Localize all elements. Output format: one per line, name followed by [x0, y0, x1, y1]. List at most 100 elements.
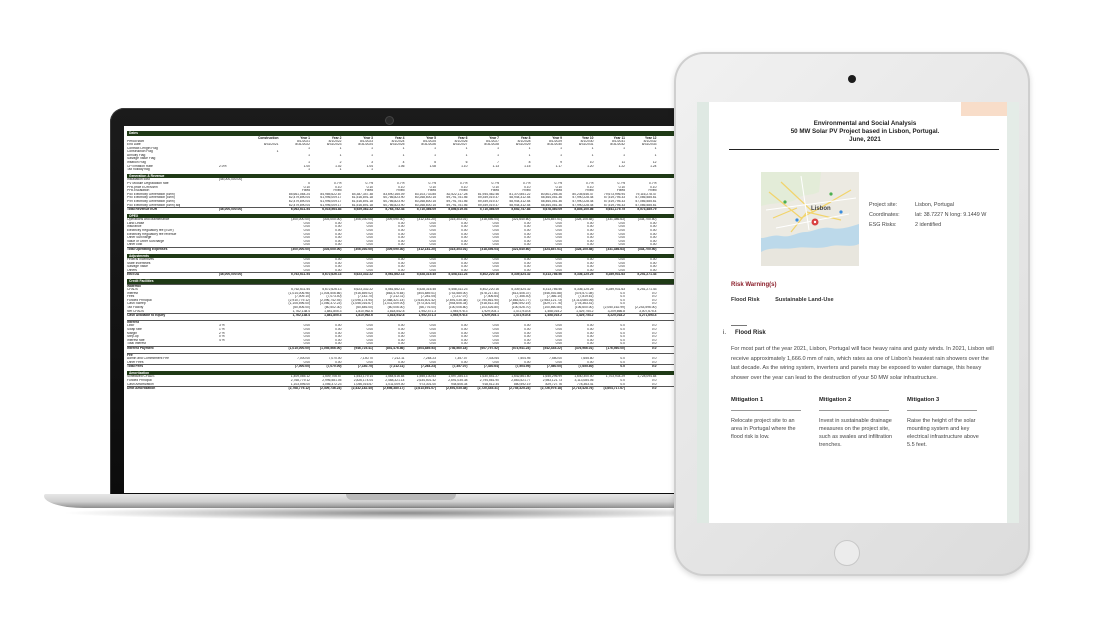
table-cell[interactable]: 0.00 [429, 360, 436, 364]
table-cell[interactable]: (2,983,121.73) [540, 298, 562, 302]
table-cell[interactable]: (946,725.41) [354, 347, 373, 350]
table-cell[interactable]: 11 [621, 161, 625, 165]
table-cell[interactable]: Fixed [522, 189, 531, 193]
table-cell[interactable] [249, 387, 281, 391]
table-cell[interactable]: 0.00 [398, 243, 405, 247]
table-cell[interactable]: 1 [434, 153, 436, 157]
table-cell[interactable]: (1,011,009.00) [383, 302, 405, 306]
table-cell[interactable]: 5,764,752.43 [385, 208, 405, 212]
table-cell[interactable]: 1,555,130.53 [416, 375, 436, 379]
table-cell[interactable]: 57,519,795.33 [603, 199, 625, 203]
table-cell[interactable]: 0.00 [303, 261, 310, 265]
table-cell[interactable]: 1,642,861.60 [511, 375, 531, 379]
table-cell[interactable]: 0.0 [620, 328, 625, 332]
table-cell[interactable]: 0.00 [524, 243, 531, 247]
table-cell[interactable]: 0.00 [303, 243, 310, 247]
table-cell[interactable]: (103,426.80) [480, 306, 499, 310]
table-cell[interactable]: 5,573,485.79 [637, 208, 657, 212]
table-cell[interactable]: Fixed [364, 189, 373, 193]
table-cell[interactable]: 8/1/2029 [549, 139, 562, 143]
table-cell[interactable]: 0.0 [620, 298, 625, 302]
table-cell[interactable]: (303,000.00) [322, 247, 342, 251]
table-cell[interactable]: 0.00 [492, 221, 499, 225]
table-cell[interactable]: 5,402,220.16 [479, 288, 499, 292]
table-cell[interactable]: 1,952,471.3 [418, 309, 436, 313]
table-cell[interactable]: (7,212.11) [389, 295, 405, 299]
table-cell[interactable]: (331,386.63) [606, 247, 625, 251]
table-cell[interactable]: 1,945,978.3 [450, 314, 468, 318]
table-cell[interactable]: 59,791,751.56 [446, 203, 468, 207]
table-cell[interactable]: 1 [308, 153, 310, 157]
table-cell[interactable]: 83,690,165.09 [383, 192, 405, 196]
table-cell[interactable]: 61,516,891.18 [351, 199, 373, 203]
table-cell[interactable]: 1.24 [650, 164, 657, 168]
table-cell[interactable]: (60,502.30) [324, 306, 342, 310]
table-cell[interactable]: 4,271,693.4 [639, 314, 657, 318]
table-cell[interactable]: 0.00 [303, 225, 310, 229]
table-cell[interactable]: 4,225,018.2 [607, 314, 625, 318]
table-cell[interactable]: 60,786,823.90 [383, 196, 405, 200]
table-cell[interactable]: 8/1/2022 [328, 139, 342, 143]
table-cell[interactable]: 0.00 [618, 228, 625, 232]
table-cell[interactable]: 59,791,751.56 [446, 199, 468, 203]
table-cell[interactable]: (2,050,162.99) [603, 306, 625, 310]
table-cell[interactable]: 0.00 [429, 232, 436, 236]
table-cell[interactable]: 1,429,754.2 [576, 309, 594, 313]
table-cell[interactable]: (607,797.52) [480, 347, 499, 350]
table-cell[interactable]: (546,492.88) [543, 291, 562, 295]
table-cell[interactable]: 0.00 [366, 236, 373, 240]
table-cell[interactable]: 8/1/2030 [580, 139, 594, 143]
table-cell[interactable]: 0.7% [648, 181, 657, 185]
table-cell[interactable]: 0.00 [618, 265, 625, 269]
table-cell[interactable]: 1,703,934.29 [605, 375, 625, 379]
table-cell[interactable]: 60,786,823.90 [383, 203, 405, 207]
table-cell[interactable]: 0.00 [555, 221, 562, 225]
table-cell[interactable]: 2,768,779.12 [290, 379, 310, 383]
table-cell[interactable]: 0.00 [461, 225, 468, 229]
table-cell[interactable]: 1,472,910.8 [513, 309, 531, 313]
table-cell[interactable]: (3,604,717.67) [603, 387, 625, 391]
table-cell[interactable]: 0.00 [524, 331, 531, 335]
table-cell[interactable]: 8/31/2025 [389, 143, 405, 147]
table-cell[interactable]: 0.00 [429, 328, 436, 332]
table-cell[interactable]: 0.00 [555, 342, 562, 346]
table-cell[interactable]: 59,791,751.56 [446, 196, 468, 200]
table-cell[interactable]: 0.00 [555, 225, 562, 229]
table-cell[interactable]: 944,606.34 [450, 382, 468, 386]
table-cell[interactable]: 0.10 [618, 185, 625, 189]
table-cell[interactable]: 0.00 [398, 360, 405, 364]
table-cell[interactable]: 1,458,015.2 [544, 314, 562, 318]
table-cell[interactable]: 0.0 [651, 382, 657, 386]
table-cell[interactable] [375, 168, 407, 172]
table-cell[interactable] [249, 204, 281, 208]
table-cell[interactable]: 0.00 [335, 236, 342, 240]
table-cell[interactable]: 0.00 [587, 265, 594, 269]
table-cell[interactable]: 0.0 [651, 365, 657, 369]
table-cell[interactable]: 0.00 [618, 268, 625, 272]
table-cell[interactable]: 0.00 [524, 335, 531, 339]
table-cell[interactable]: (944,606.34) [448, 302, 468, 306]
table-cell[interactable]: 0.10 [524, 185, 531, 189]
table-cell[interactable]: 0.00 [555, 243, 562, 247]
table-cell[interactable]: 1 [497, 153, 499, 157]
table-cell[interactable]: 2,634,501.42 [416, 379, 436, 383]
table-cell[interactable]: 0.00 [429, 243, 436, 247]
table-cell[interactable]: 0.00 [398, 342, 405, 346]
table-cell[interactable]: (1,015,000.00) [288, 347, 310, 350]
table-cell[interactable]: 0.00 [555, 268, 562, 272]
table-cell[interactable]: 0.00 [492, 236, 499, 240]
table-cell[interactable]: 8/1/2024 [391, 139, 405, 143]
table-cell[interactable]: 0.00 [303, 236, 310, 240]
table-cell[interactable]: 1 [528, 146, 531, 150]
table-cell[interactable]: 0.00 [366, 243, 373, 247]
table-cell[interactable]: (7,356.40) [515, 295, 531, 299]
table-cell[interactable]: 0.00 [366, 342, 373, 346]
table-cell[interactable]: 3,007,675.4 [639, 309, 657, 313]
table-cell[interactable]: 79,116,278.47 [635, 192, 657, 196]
table-cell[interactable]: 1 [371, 146, 373, 150]
table-cell[interactable]: 0.00 [303, 335, 310, 339]
table-cell[interactable] [249, 273, 281, 277]
table-cell[interactable]: 0.00 [429, 239, 436, 243]
table-cell[interactable]: 0.0 [651, 291, 657, 295]
table-cell[interactable]: 0.00 [461, 324, 468, 328]
